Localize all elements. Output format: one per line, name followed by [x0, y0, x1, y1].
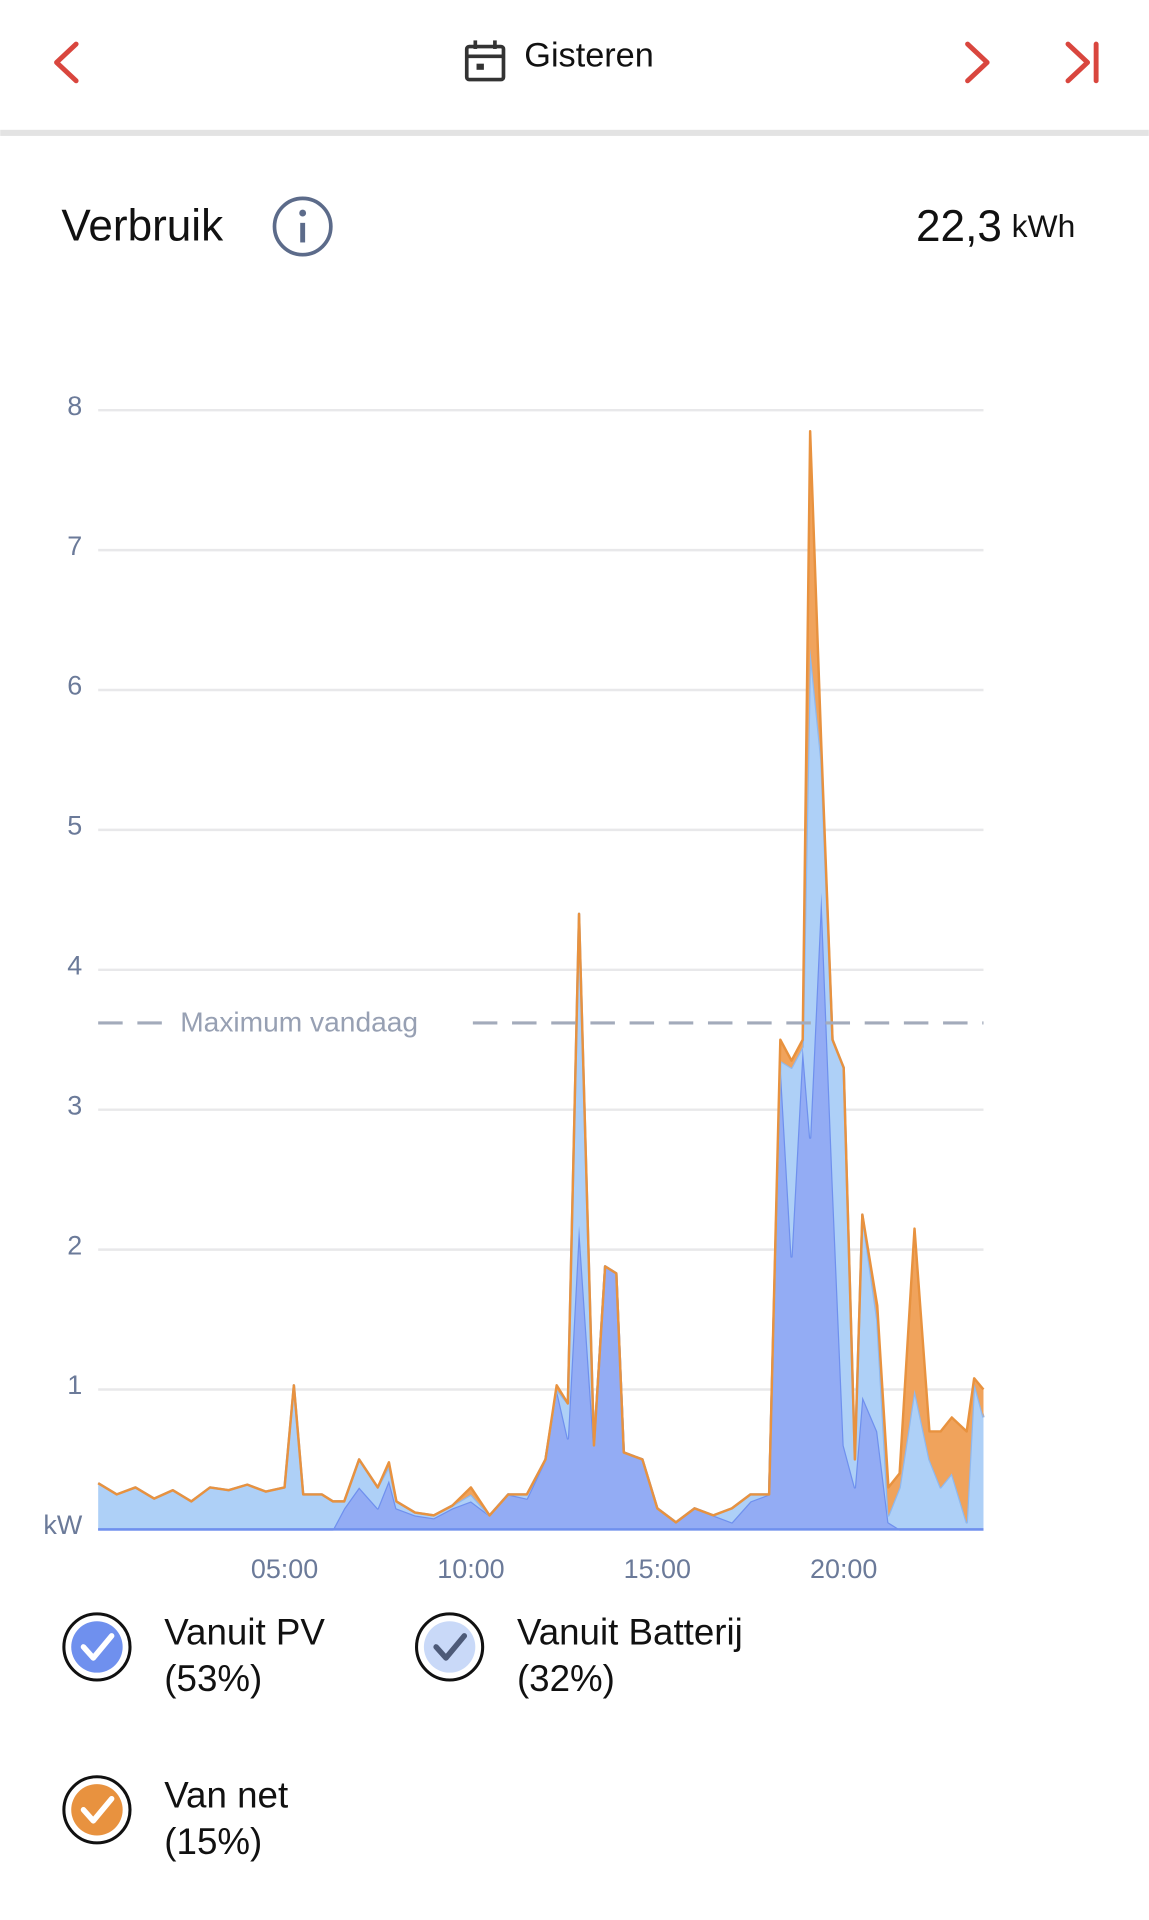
legend-check [433, 1633, 468, 1661]
legend-swatch [71, 1621, 123, 1673]
previous-button[interactable] [54, 41, 79, 84]
calendar-icon [464, 40, 506, 82]
legend-label: Vanuit PV [164, 1611, 325, 1652]
area [98, 892, 984, 1530]
legend-toggle[interactable] [62, 1612, 132, 1682]
y-tick-label: kW [43, 1510, 82, 1540]
legend-label: Vanuit Batterij [517, 1611, 743, 1652]
legend-swatch [71, 1784, 123, 1836]
legend-share: (53%) [164, 1658, 262, 1699]
info-button[interactable] [272, 196, 333, 257]
y-tick-label: 4 [67, 950, 82, 980]
section-title: Verbruik [61, 202, 224, 251]
legend-check [80, 1633, 115, 1661]
y-tick-label: 3 [67, 1090, 82, 1120]
legend-check [80, 1796, 115, 1824]
legend-swatch [423, 1621, 476, 1673]
y-tick-label: 6 [67, 671, 82, 701]
legend-label: Van net [164, 1774, 288, 1815]
divider [0, 129, 1149, 136]
annotation-label: Maximum vandaag [180, 1007, 418, 1038]
total-value: 22,3 [916, 202, 1002, 251]
x-tick-label: 05:00 [251, 1554, 318, 1584]
legend-share: (32%) [517, 1658, 615, 1699]
legend-share: (15%) [164, 1821, 262, 1862]
total-energy: 22,3 kWh [916, 202, 1075, 251]
y-tick-label: 8 [67, 391, 82, 421]
y-tick-label: 2 [67, 1230, 82, 1260]
total-unit: kWh [1012, 208, 1076, 244]
area [98, 648, 984, 1530]
x-tick-label: 10:00 [437, 1554, 504, 1584]
next-button[interactable] [965, 41, 990, 84]
y-tick-label: 5 [67, 811, 82, 841]
y-tick-label: 7 [67, 531, 82, 561]
x-tick-label: 15:00 [624, 1554, 691, 1584]
chart: kW 1 2 3 4 5 6 7 8 05:00 10:00 15:00 20:00 Maximum va… [43, 391, 985, 1584]
y-tick-label: 1 [67, 1370, 82, 1400]
x-tick-label: 20:00 [810, 1554, 877, 1584]
legend: Vanuit PV (53%) Vanuit Batterij (32%) Van ne… [62, 1611, 743, 1862]
last-button[interactable] [1065, 41, 1099, 84]
date-title: Gisteren [524, 37, 654, 75]
legend-toggle[interactable] [62, 1775, 132, 1845]
legend-toggle[interactable] [415, 1612, 485, 1682]
area-edge [97, 429, 985, 1524]
